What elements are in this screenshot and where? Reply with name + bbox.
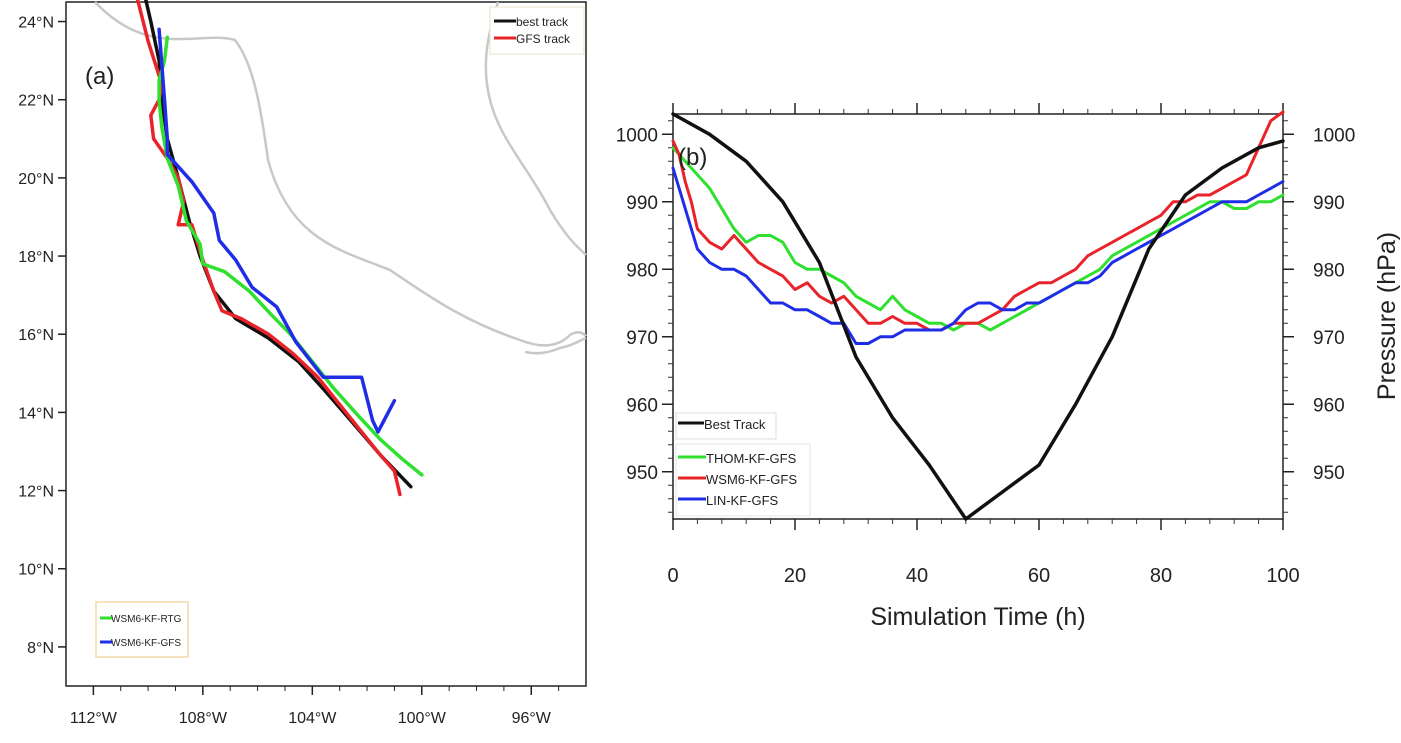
map-legend-bottom-box (95, 601, 189, 658)
map-y-tick-label: 10°N (18, 562, 54, 579)
x-tick-label: 100 (1266, 565, 1299, 587)
legend-label-best-track-b: Best Track (704, 417, 766, 432)
legend-label-wsm6-rtg: WSM6-KF-RTG (111, 614, 182, 625)
y-tick-label-left: 960 (626, 395, 658, 416)
map-x-axis: 112°W 108°W 104°W 100°W 96°W (70, 686, 560, 727)
map-track-wsm6-kf-rtg (157, 35, 424, 477)
y-tick-label-left: 1000 (616, 125, 658, 146)
y-tick-label-right: 950 (1313, 463, 1345, 484)
map-y-tick-label: 12°N (18, 484, 54, 501)
map-x-tick-label: 100°W (398, 710, 447, 727)
map-y-tick-label: 24°N (18, 15, 54, 32)
x-tick-label: 0 (667, 565, 678, 587)
legend-label-gfs-track: GFS track (516, 32, 571, 46)
map-y-tick-label: 22°N (18, 93, 54, 110)
legend-label-wsm6-gfs: WSM6-KF-GFS (111, 638, 181, 649)
coastline-gulf (484, 1, 587, 256)
legend-label-lin: LIN-KF-GFS (706, 493, 779, 508)
map-y-tick-label: 20°N (18, 171, 54, 188)
pressure-lines (671, 110, 1285, 521)
panel-b-label: (b) (678, 144, 707, 171)
pressure-axes: 0 20 40 60 80 100 950 950 960 960 970 970 980 980 990 9… (616, 103, 1355, 587)
x-tick-label: 60 (1028, 565, 1050, 587)
y-tick-label-left: 950 (626, 463, 658, 484)
pressure-legend: Best Track THOM-KF-GFS WSM6-KF-GFS LIN-K… (675, 412, 811, 517)
x-tick-label: 20 (784, 565, 806, 587)
legend-label-thom: THOM-KF-GFS (706, 451, 797, 466)
x-tick-label: 40 (906, 565, 928, 587)
map-legend-top-box (489, 6, 585, 55)
y-tick-label-right: 960 (1313, 395, 1345, 416)
map-tracks (135, 0, 424, 497)
map-track-wsm6-kf-gfs (157, 27, 397, 434)
y-tick-label-left: 990 (626, 193, 658, 214)
map-legend-top: best track GFS track (489, 6, 585, 55)
map-y-axis: 8°N 10°N 12°N 14°N 16°N 18°N 20°N 22°N 24°N (18, 15, 66, 657)
map-x-tick-label: 112°W (70, 710, 118, 727)
y-tick-label-right: 1000 (1313, 125, 1355, 146)
map-y-tick-label: 8°N (27, 640, 54, 657)
y-tick-label-left: 970 (626, 328, 658, 349)
pressure-line-wsm6-kf-gfs (671, 110, 1285, 332)
y-tick-label-right: 970 (1313, 328, 1345, 349)
y-tick-label-left: 980 (626, 260, 658, 281)
map-x-tick-label: 104°W (288, 710, 337, 727)
coastline-isthmus (524, 336, 587, 355)
panel-a-frame (65, 1, 587, 687)
map-y-tick-label: 16°N (18, 327, 54, 344)
y-tick-label-right: 980 (1313, 260, 1345, 281)
legend-label-wsm6: WSM6-KF-GFS (706, 472, 797, 487)
map-y-tick-label: 18°N (18, 249, 54, 266)
y-axis-title: Pressure (hPa) (1373, 232, 1401, 400)
panel-b: 0 20 40 60 80 100 950 950 960 960 970 970 980 980 990 9… (616, 103, 1401, 631)
y-tick-label-right: 990 (1313, 193, 1345, 214)
panel-a-label: (a) (85, 63, 114, 90)
x-axis-title: Simulation Time (h) (870, 603, 1085, 631)
legend-box-best-track (675, 412, 777, 440)
map-legend-bottom: WSM6-KF-RTG WSM6-KF-GFS (95, 601, 189, 658)
coastline-pacific (94, 1, 587, 347)
pressure-line-best-track (671, 112, 1285, 521)
map-x-tick-label: 108°W (179, 710, 228, 727)
pressure-line-lin-kf-gfs (671, 166, 1285, 345)
panel-a: 112°W 108°W 104°W 100°W 96°W 8°N 10°N 12°N 14°N… (18, 0, 587, 727)
map-x-tick-label: 96°W (512, 710, 552, 727)
map-y-tick-label: 14°N (18, 405, 54, 422)
legend-label-best-track: best track (516, 15, 569, 29)
x-tick-label: 80 (1150, 565, 1172, 587)
